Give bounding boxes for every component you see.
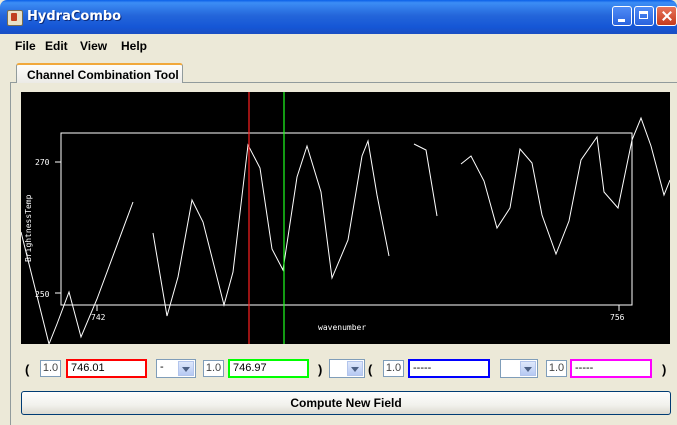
- plot-canvas[interactable]: 270 250 742 756 wavenumber BrightnessTem…: [21, 92, 670, 344]
- operator-3-select[interactable]: [500, 359, 538, 378]
- menu-view[interactable]: View: [80, 39, 108, 53]
- x-axis-label: wavenumber: [318, 323, 366, 332]
- operator-1-value: -: [160, 361, 164, 373]
- title-bar[interactable]: HydraCombo: [0, 0, 677, 34]
- maximize-button[interactable]: [634, 6, 654, 26]
- close-paren-1: ): [318, 362, 323, 377]
- close-button[interactable]: [656, 6, 677, 26]
- menu-file[interactable]: File: [15, 39, 36, 53]
- open-paren-1: (: [25, 362, 30, 377]
- x-tick-label-756: 756: [610, 313, 625, 322]
- y-axis-label: BrightnessTemp: [24, 194, 33, 262]
- tab-label: Channel Combination Tool: [27, 68, 179, 82]
- chevron-down-icon[interactable]: [347, 361, 363, 376]
- menu-bar: File Edit View Help: [0, 34, 677, 56]
- plot-frame: [60, 132, 633, 306]
- coefficient-4-input[interactable]: 1.0: [546, 360, 567, 377]
- operator-2-select[interactable]: [329, 359, 365, 378]
- tab-channel-combination[interactable]: Channel Combination Tool: [16, 63, 183, 83]
- channel-4-field[interactable]: -----: [570, 359, 652, 378]
- channel-2-field[interactable]: 746.97: [228, 359, 309, 378]
- spectrum-line-2: [152, 139, 390, 317]
- operator-1-select[interactable]: -: [156, 359, 196, 378]
- y-tick-label-250: 250: [35, 290, 50, 299]
- spectrum-line-3: [413, 143, 438, 217]
- channel-3-field[interactable]: -----: [408, 359, 490, 378]
- menu-help[interactable]: Help: [121, 39, 148, 53]
- spectrum-plot[interactable]: 270 250 742 756 wavenumber BrightnessTem…: [21, 92, 670, 344]
- window-title: HydraCombo: [27, 9, 122, 24]
- open-paren-2: (: [368, 362, 373, 377]
- close-paren-2: ): [662, 362, 667, 377]
- coefficient-3-input[interactable]: 1.0: [383, 360, 404, 377]
- formula-row: ( 1.0 746.01 - 1.0 746.97 ) ( 1.0 ----- …: [0, 356, 677, 382]
- spectrum-line-4: [460, 116, 670, 256]
- minimize-button[interactable]: [612, 6, 632, 26]
- chevron-down-icon[interactable]: [520, 361, 536, 376]
- coefficient-2-input[interactable]: 1.0: [203, 360, 224, 377]
- chevron-down-icon[interactable]: [178, 361, 194, 376]
- x-tick-label-742: 742: [91, 313, 106, 322]
- y-tick-label-270: 270: [35, 158, 50, 167]
- compute-new-field-button[interactable]: Compute New Field: [21, 391, 671, 415]
- spectrum-line-1: [21, 201, 134, 344]
- coefficient-1-input[interactable]: 1.0: [40, 360, 61, 377]
- channel-1-field[interactable]: 746.01: [66, 359, 147, 378]
- menu-edit[interactable]: Edit: [45, 39, 68, 53]
- java-app-icon: [7, 10, 23, 26]
